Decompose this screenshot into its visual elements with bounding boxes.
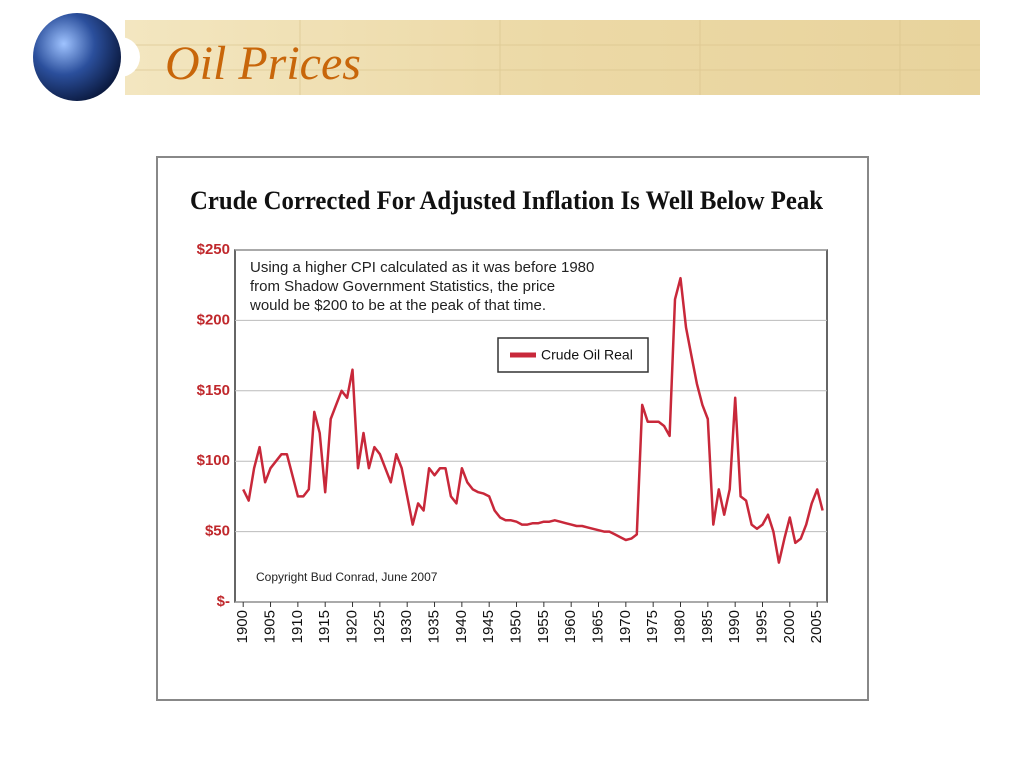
legend-box <box>497 337 649 373</box>
x-tick-label: 1940 <box>453 610 470 643</box>
chart-title: Crude Corrected For Adjusted Inflation I… <box>190 186 824 215</box>
data-line <box>242 276 824 564</box>
x-tick-label: 1900 <box>234 610 251 643</box>
annotation: would be $200 to be at the peak of that … <box>249 297 546 314</box>
x-tick-label: 1980 <box>671 610 688 643</box>
x-tick-label: 1975 <box>644 610 661 643</box>
x-tick-label: 1935 <box>425 610 442 643</box>
y-tick-label: $250 <box>197 241 230 258</box>
y-tick-label: $150 <box>197 382 230 399</box>
x-tick-label: 1910 <box>289 610 306 643</box>
y-tick-label: $200 <box>197 311 230 328</box>
y-tick-label: $100 <box>197 452 230 469</box>
x-tick-label: 1990 <box>726 610 743 643</box>
y-tick-label: $- <box>217 593 230 610</box>
legend-label: Crude Oil Real <box>541 347 633 363</box>
x-tick-label: 2005 <box>808 610 825 643</box>
x-tick-label: 1915 <box>316 610 333 643</box>
x-tick-label: 1930 <box>398 610 415 643</box>
x-tick-label: 1925 <box>371 610 388 643</box>
x-tick-label: 1920 <box>343 610 360 643</box>
map-grid <box>125 20 980 95</box>
x-tick-label: 1995 <box>753 610 770 643</box>
globe <box>33 13 121 101</box>
x-tick-label: 1955 <box>535 610 552 643</box>
x-tick-label: 1970 <box>617 610 634 643</box>
x-tick-label: 2000 <box>781 610 798 643</box>
plot-area <box>234 249 828 603</box>
x-tick-label: 1945 <box>480 610 497 643</box>
annotation: from Shadow Government Statistics, the p… <box>250 278 555 295</box>
x-tick-label: 1950 <box>507 610 524 643</box>
x-tick-label: 1965 <box>589 610 606 643</box>
x-tick-label: 1905 <box>261 610 278 643</box>
x-tick-label: 1985 <box>699 610 716 643</box>
copyright: Copyright Bud Conrad, June 2007 <box>256 570 438 584</box>
header-band <box>125 20 980 95</box>
x-tick-label: 1960 <box>562 610 579 643</box>
annotation: Using a higher CPI calculated as it was … <box>250 259 594 276</box>
y-tick-label: $50 <box>205 523 230 540</box>
slide-title: Oil Prices <box>165 37 361 90</box>
